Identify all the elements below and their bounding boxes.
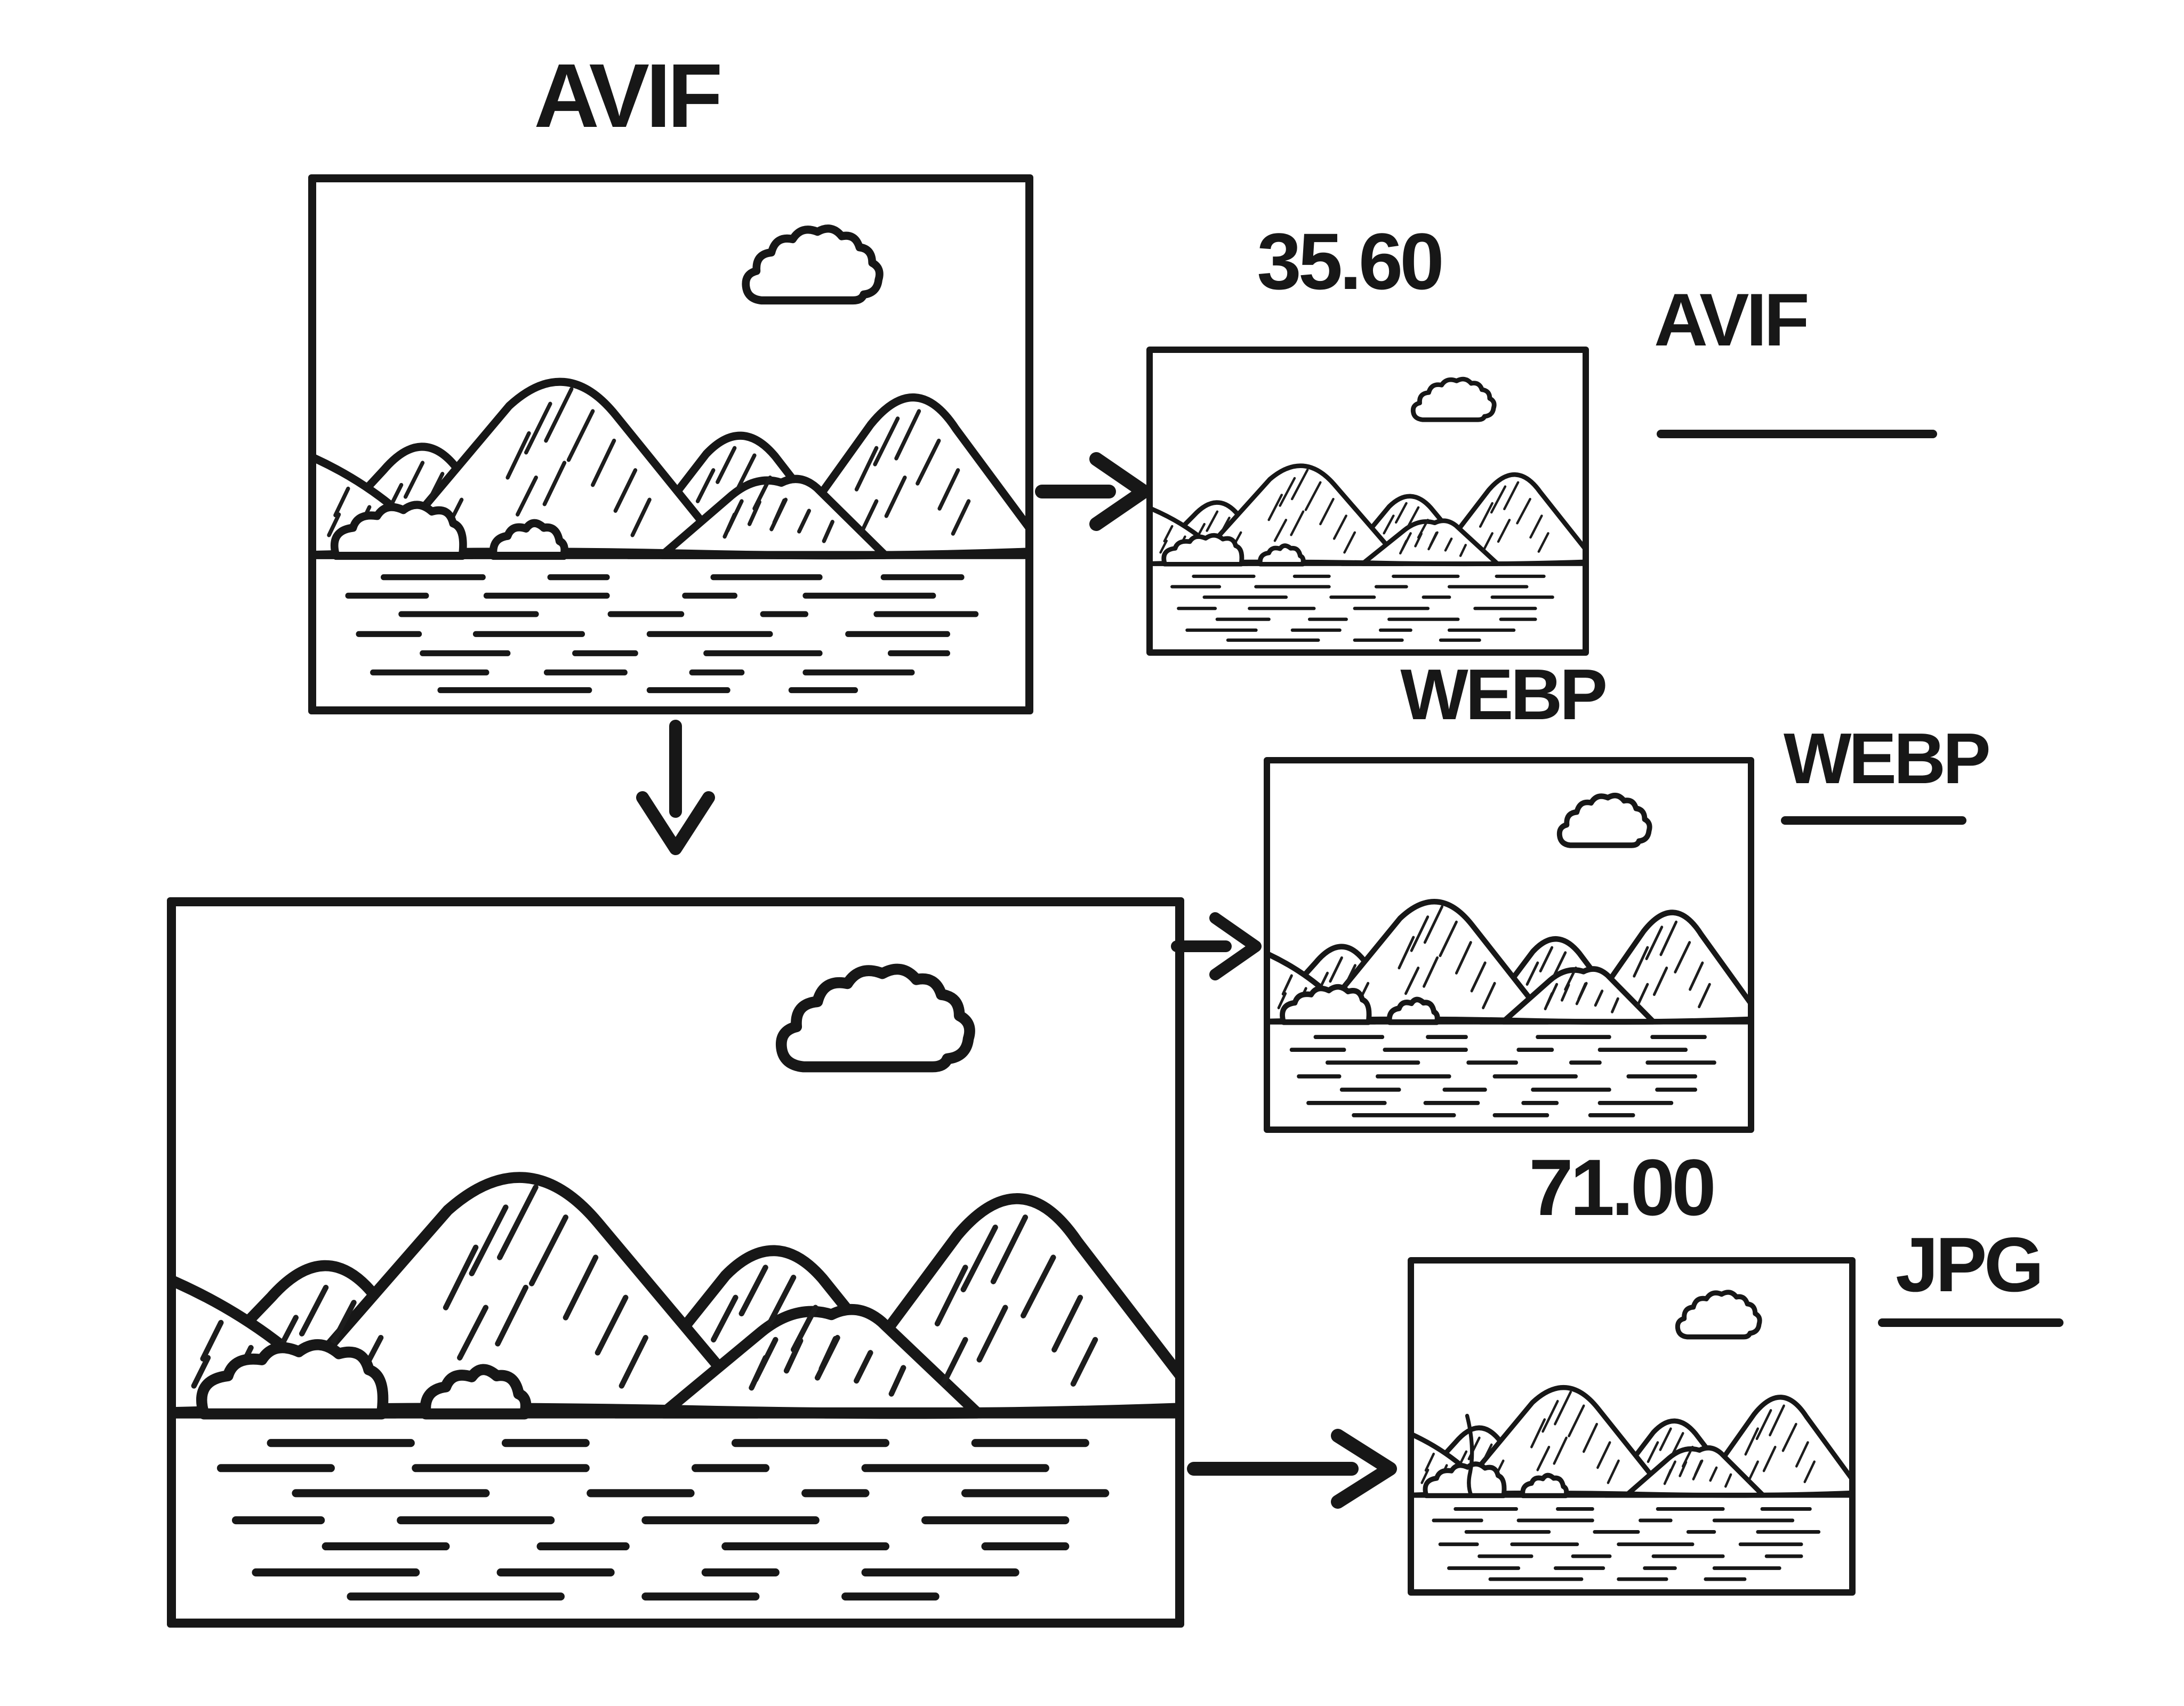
source-image-large [167, 897, 1184, 1628]
source-format-title: AVIF [534, 45, 722, 147]
source-image [308, 174, 1033, 714]
mountain-lake-sketch [176, 906, 1175, 1619]
mountain-lake-sketch [316, 182, 1025, 706]
mountain-lake-sketch [1153, 353, 1583, 649]
format-label-underline-webp [1781, 816, 1966, 825]
right-arrow-icon [1034, 450, 1154, 533]
mountain-lake-sketch-with-artifact [1414, 1264, 1849, 1589]
right-arrow-icon [1186, 1426, 1400, 1511]
output-size-label-jpg: 71.00 [1529, 1142, 1716, 1232]
right-arrow-icon [1170, 906, 1266, 986]
down-arrow-icon [633, 720, 718, 858]
output-image-jpg [1408, 1257, 1856, 1596]
output-image-webp [1264, 757, 1754, 1133]
format-label-underline-avif [1657, 430, 1937, 438]
format-label-jpg: JPG [1896, 1221, 2044, 1308]
output-size-label-webp: WEBP [1400, 654, 1608, 735]
format-label-avif: AVIF [1654, 278, 1810, 361]
output-size-label-avif: 35.60 [1257, 216, 1444, 306]
output-image-avif [1146, 347, 1589, 656]
format-label-webp: WEBP [1784, 718, 1991, 799]
mountain-lake-sketch [1270, 763, 1748, 1126]
format-label-underline-jpg [1878, 1318, 2063, 1327]
